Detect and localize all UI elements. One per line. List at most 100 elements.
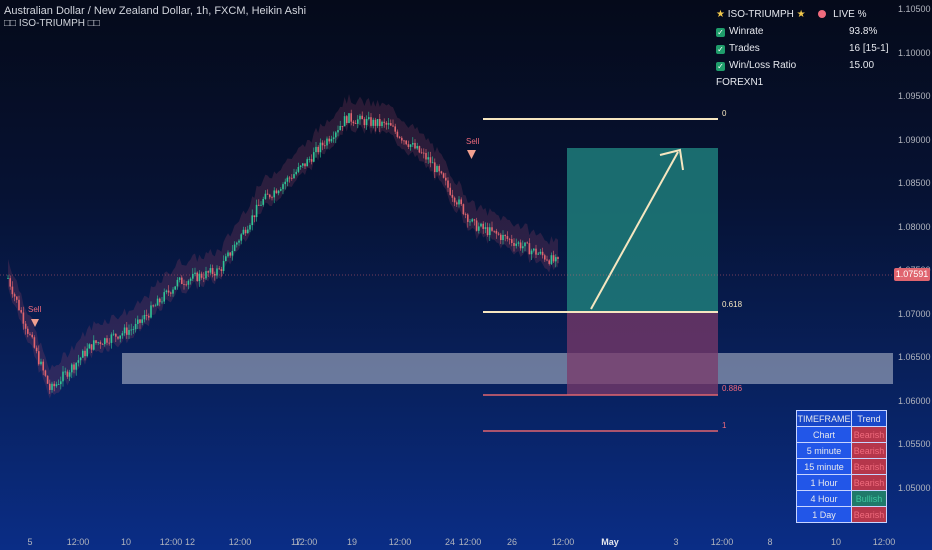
candle-body <box>376 118 379 126</box>
candle-body <box>447 180 449 188</box>
candle-body <box>535 248 537 255</box>
candle-body <box>440 171 443 174</box>
candle-body <box>286 177 289 182</box>
candle-body <box>77 360 80 363</box>
live-dot-icon <box>818 10 827 18</box>
stat-row-trades: ✓ Trades 16 [15-1] <box>716 40 888 57</box>
candle-body <box>412 142 414 145</box>
candle-body <box>117 336 119 339</box>
candle-body <box>346 116 348 124</box>
candle-body <box>247 229 249 234</box>
candle-body <box>38 351 40 365</box>
candle-body <box>288 177 291 179</box>
candle-body <box>115 333 117 337</box>
candle-body <box>178 277 181 280</box>
candle-body <box>264 193 267 199</box>
candle-body <box>416 146 418 149</box>
candle-body <box>93 340 95 350</box>
candle-body <box>326 138 328 146</box>
candle-body <box>297 166 300 172</box>
stats-title: ISO-TRIUMPH <box>727 9 794 20</box>
time-tick-label: 19 <box>346 537 358 547</box>
candle-body <box>187 280 190 285</box>
table-row: 1 Hour Bearish <box>796 474 887 491</box>
candle-body <box>198 273 201 282</box>
candle-body <box>491 227 493 231</box>
candle-body <box>220 269 223 271</box>
table-row: 15 minute Bearish <box>796 458 887 475</box>
trend-cell: Bearish <box>851 458 887 475</box>
candle-body <box>216 268 218 276</box>
candle-body <box>381 121 383 127</box>
time-tick-label: 24 <box>444 537 456 547</box>
candle-body <box>409 144 412 147</box>
candle-body <box>42 361 44 371</box>
sell-signal-label: Sell <box>466 137 480 146</box>
candle-body <box>519 242 522 249</box>
candle-body <box>55 384 58 387</box>
candle-body <box>240 234 242 241</box>
time-tick-label: 12:00 <box>458 537 482 547</box>
candle-body <box>425 153 427 160</box>
candle-body <box>161 301 163 303</box>
price-tick-label: 1.05000 <box>898 482 931 493</box>
candle-body <box>275 190 278 194</box>
candle-body <box>475 220 478 231</box>
candle-body <box>315 146 317 153</box>
timeframe-cell: 5 minute <box>796 442 852 459</box>
candle-body <box>110 334 113 343</box>
candle-body <box>165 290 168 293</box>
candle-body <box>299 165 302 167</box>
candle-body <box>196 272 198 282</box>
candle-body <box>99 342 102 345</box>
candle-body <box>436 166 438 173</box>
candle-body <box>203 277 205 279</box>
candle-body <box>194 272 196 274</box>
candle-body <box>156 298 159 306</box>
price-tick-label: 1.09500 <box>898 91 931 102</box>
chart-title: Australian Dollar / New Zealand Dollar, … <box>4 5 307 17</box>
candle-body <box>154 305 157 307</box>
candle-body <box>167 290 170 293</box>
candle-body <box>489 227 491 236</box>
candle-body <box>555 257 557 262</box>
candle-body <box>403 140 405 142</box>
candle-body <box>205 271 207 279</box>
candle-body <box>222 261 225 271</box>
candle-body <box>13 294 16 297</box>
sell-marker-icon <box>31 319 39 327</box>
stat-label: Trades <box>729 43 760 54</box>
fib-label-0: 0 <box>722 109 727 118</box>
candle-body <box>517 242 520 244</box>
candle-body <box>405 140 407 145</box>
time-tick-label: 12 <box>184 537 196 547</box>
candle-body <box>90 344 93 350</box>
candle-body <box>53 383 55 387</box>
candle-body <box>478 226 480 231</box>
candle-body <box>189 278 192 281</box>
candle-body <box>159 298 161 303</box>
timeframe-cell: Chart <box>796 426 852 443</box>
candle-body <box>11 286 14 295</box>
candle-body <box>308 159 311 160</box>
candle-body <box>71 364 73 373</box>
star-icon: ★ <box>796 9 806 20</box>
indicator-name[interactable]: □□ ISO-TRIUMPH □□ <box>4 18 100 29</box>
candle-body <box>548 260 550 264</box>
candle-body <box>170 292 172 294</box>
stats-panel: ★ ISO-TRIUMPH ★ LIVE % ✓ Winrate 93.8% ✓ T… <box>716 6 888 91</box>
candle-body <box>73 364 75 370</box>
candle-body <box>123 327 126 334</box>
candle-body <box>200 273 203 278</box>
candle-body <box>324 145 326 147</box>
time-tick-label: 12:00 <box>388 537 412 547</box>
candle-body <box>306 159 308 167</box>
candle-body <box>438 166 440 172</box>
time-tick-label: 12:00 <box>66 537 90 547</box>
candle-body <box>192 273 194 279</box>
arrow-head-icon <box>659 148 684 171</box>
candle-body <box>277 190 280 194</box>
time-tick-label: 3 <box>673 537 679 547</box>
candle-body <box>295 171 297 175</box>
